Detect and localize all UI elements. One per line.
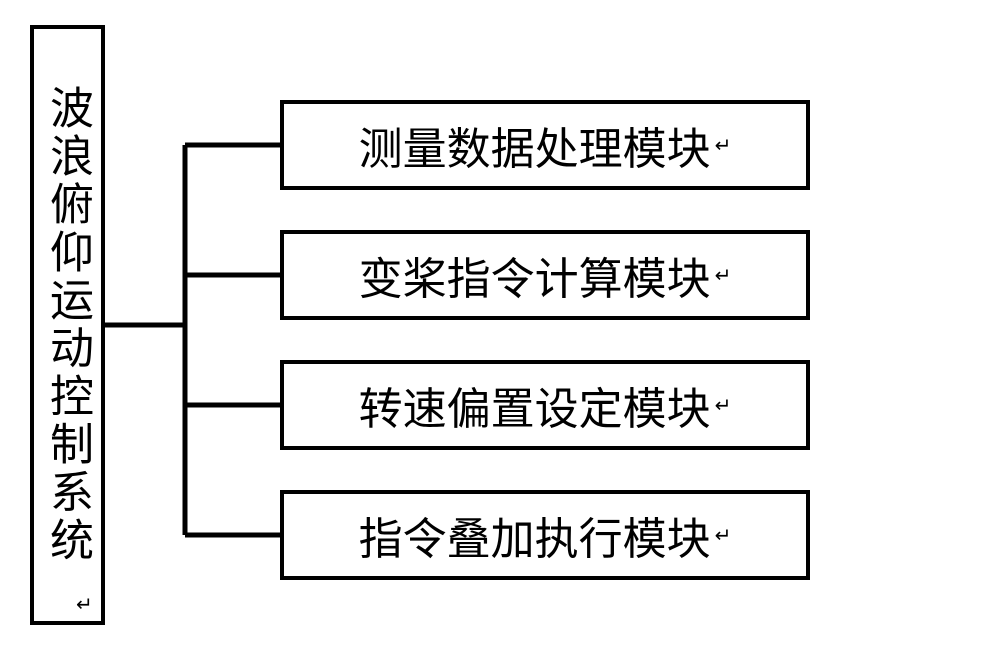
module-node: 测量数据处理模块 ↵: [280, 100, 810, 190]
module-node: 变桨指令计算模块 ↵: [280, 230, 810, 320]
root-label: 波浪俯仰运动控制系统: [40, 85, 95, 565]
module-marker-icon: ↵: [715, 263, 732, 288]
module-node: 指令叠加执行模块 ↵: [280, 490, 810, 580]
root-node: 波浪俯仰运动控制系统 ↵: [30, 25, 105, 625]
diagram-canvas: 波浪俯仰运动控制系统 ↵ 测量数据处理模块 ↵ 变桨指令计算模块 ↵ 转速偏置设…: [0, 0, 987, 663]
module-node: 转速偏置设定模块 ↵: [280, 360, 810, 450]
module-label: 转速偏置设定模块: [359, 373, 711, 437]
module-marker-icon: ↵: [715, 523, 732, 548]
module-label: 测量数据处理模块: [359, 113, 711, 177]
module-marker-icon: ↵: [715, 393, 732, 418]
module-label: 变桨指令计算模块: [359, 243, 711, 307]
module-marker-icon: ↵: [715, 133, 732, 158]
module-label: 指令叠加执行模块: [359, 503, 711, 567]
root-marker-icon: ↵: [76, 592, 93, 617]
